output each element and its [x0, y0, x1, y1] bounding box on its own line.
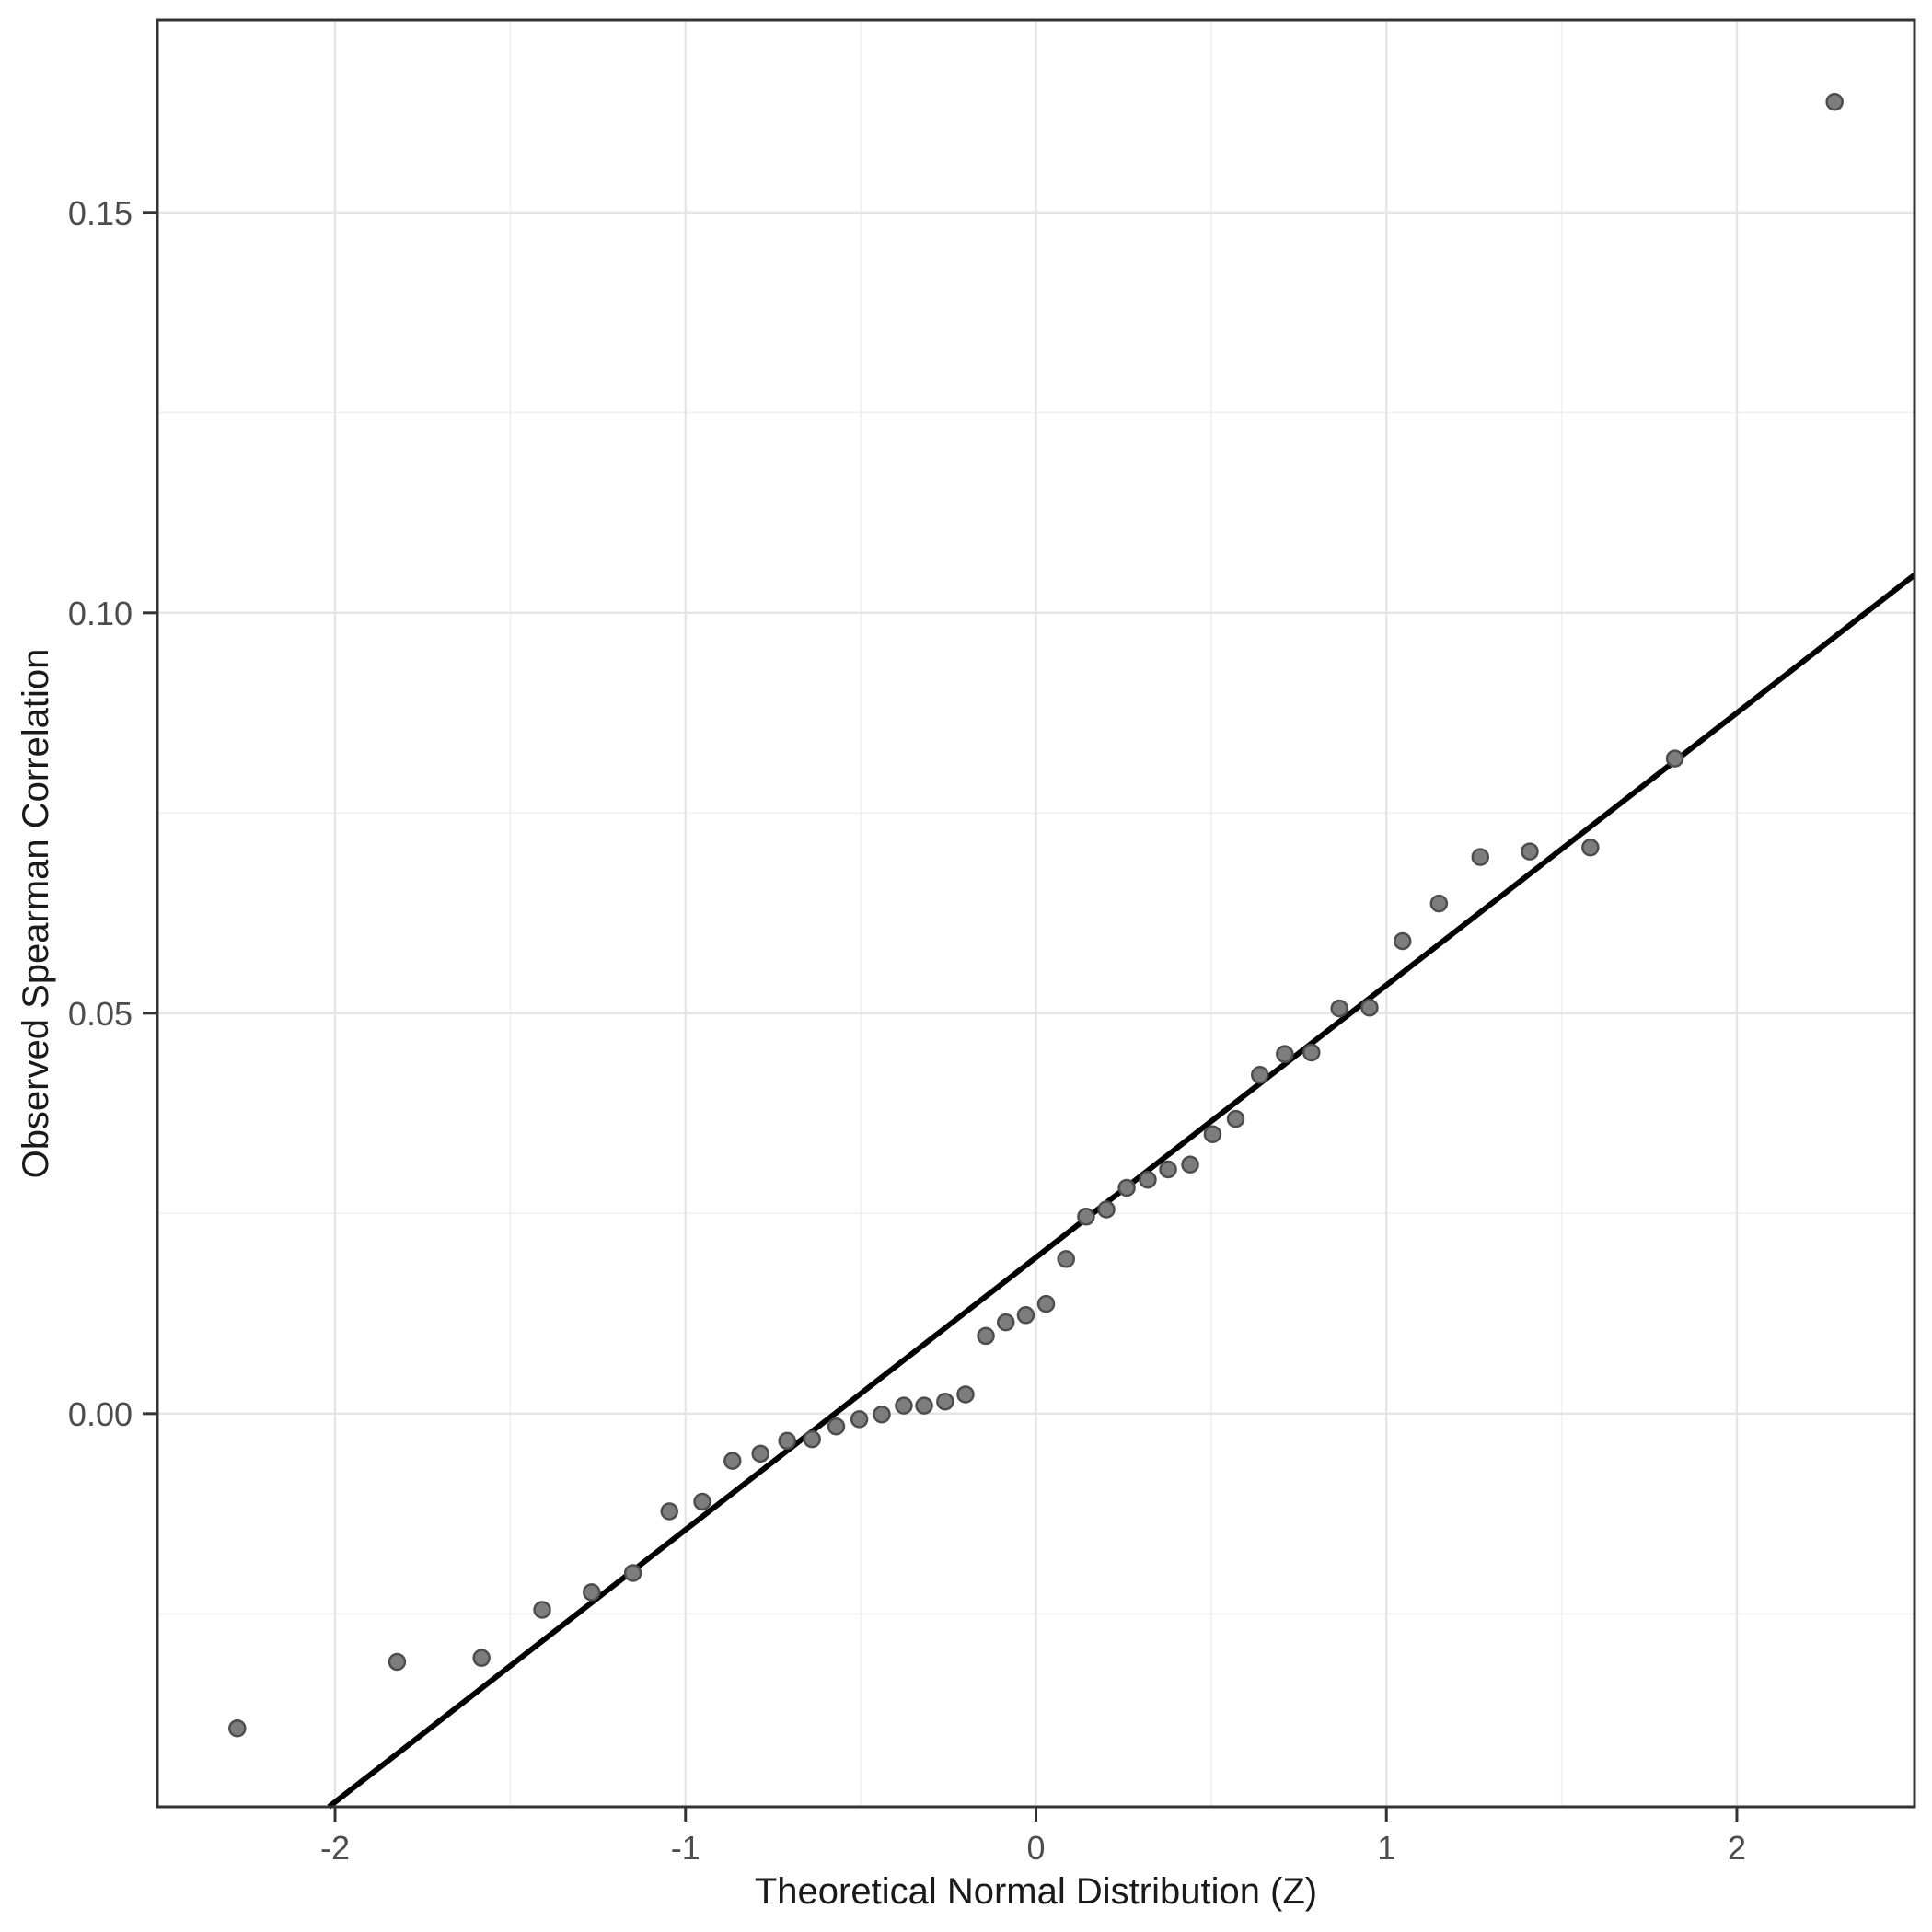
y-axis-title: Observed Spearman Correlation	[16, 649, 56, 1179]
x-tick-label: -1	[671, 1829, 700, 1867]
data-point	[623, 1564, 642, 1582]
data-point	[1057, 1250, 1075, 1268]
axis-ticks-group	[143, 211, 1739, 1822]
data-point	[1665, 749, 1684, 768]
grid-major-lines	[157, 20, 1915, 1807]
data-point	[1181, 1155, 1199, 1174]
data-point	[582, 1583, 601, 1602]
data-point	[915, 1396, 933, 1415]
x-axis-title: Theoretical Normal Distribution (Z)	[755, 1871, 1317, 1912]
data-point	[660, 1502, 679, 1521]
data-point	[1581, 838, 1600, 857]
data-point	[1036, 1294, 1056, 1313]
data-point	[693, 1492, 711, 1511]
data-point	[1360, 998, 1379, 1017]
data-point	[388, 1652, 407, 1672]
data-point	[533, 1601, 551, 1619]
data-point	[1077, 1208, 1095, 1226]
data-point	[1393, 931, 1412, 951]
y-tick-label: 0.10	[68, 595, 133, 632]
axis-tick-labels-group: -2 -1 0 1 2 0.00 0.05 0.10 0.15	[68, 194, 1746, 1867]
data-point	[228, 1718, 247, 1738]
data-point	[1471, 848, 1490, 866]
data-point	[1521, 842, 1539, 861]
data-point	[895, 1396, 913, 1415]
y-tick-label: 0.05	[68, 995, 133, 1033]
data-point	[1159, 1160, 1177, 1179]
data-point	[977, 1326, 995, 1346]
data-point	[1226, 1109, 1245, 1128]
scatter-points-group	[228, 92, 1844, 1738]
data-point	[1276, 1045, 1294, 1063]
x-tick-label: -2	[320, 1829, 350, 1867]
data-point	[850, 1410, 869, 1429]
y-tick-label: 0.15	[68, 194, 133, 232]
data-point	[1117, 1178, 1136, 1197]
x-tick-label: 0	[1026, 1829, 1045, 1867]
data-point	[1139, 1171, 1157, 1189]
x-tick-label: 1	[1377, 1829, 1395, 1867]
data-point	[956, 1385, 975, 1404]
data-point	[827, 1417, 846, 1436]
data-point	[997, 1313, 1015, 1332]
data-point	[1097, 1200, 1116, 1219]
data-point	[1330, 999, 1348, 1018]
data-point	[803, 1429, 821, 1449]
data-point	[751, 1444, 769, 1463]
data-point	[1251, 1066, 1269, 1084]
data-point	[1016, 1306, 1035, 1325]
data-point	[723, 1452, 742, 1470]
data-point	[936, 1393, 954, 1411]
data-point	[1203, 1125, 1222, 1143]
data-point	[778, 1431, 796, 1451]
data-point	[1825, 92, 1844, 111]
x-tick-label: 2	[1728, 1829, 1746, 1867]
data-point	[873, 1405, 891, 1424]
data-point	[472, 1649, 491, 1667]
y-tick-label: 0.00	[68, 1395, 133, 1433]
data-point	[1429, 894, 1449, 913]
panel-border	[156, 18, 1916, 1809]
data-point	[1302, 1043, 1321, 1062]
